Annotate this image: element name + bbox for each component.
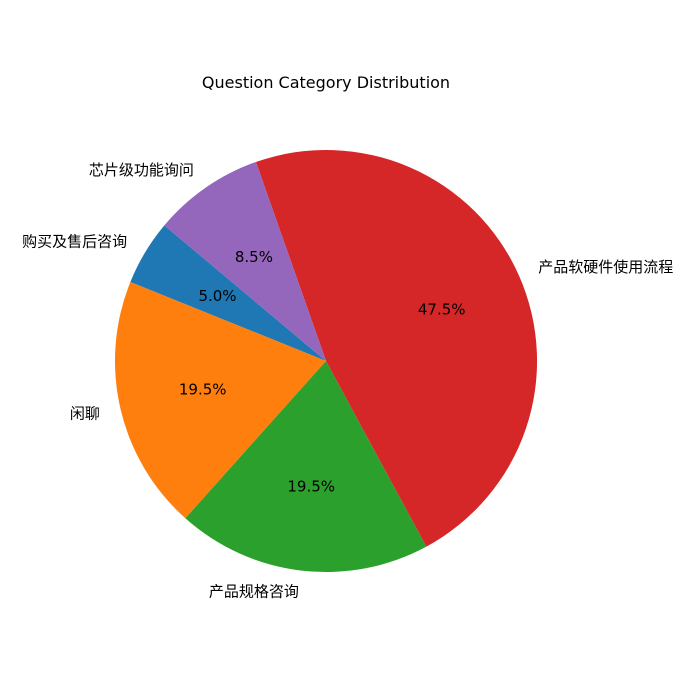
slice-percent-label: 19.5% bbox=[179, 381, 227, 399]
slice-category-label: 产品软硬件使用流程 bbox=[538, 258, 673, 276]
slice-category-label: 购买及售后咨询 bbox=[22, 233, 127, 251]
slice-percent-label: 19.5% bbox=[287, 478, 335, 496]
pie-slices bbox=[114, 149, 538, 573]
slice-percent-label: 5.0% bbox=[198, 287, 236, 305]
pie-slice bbox=[185, 361, 427, 573]
pie-slice bbox=[130, 225, 326, 361]
pie-slice bbox=[255, 149, 538, 547]
chart-title: Question Category Distribution bbox=[202, 73, 450, 92]
slice-percent-label: 47.5% bbox=[418, 301, 466, 319]
slice-category-label: 闲聊 bbox=[70, 405, 100, 423]
slice-percent-label: 8.5% bbox=[235, 248, 273, 266]
slice-category-label: 产品规格咨询 bbox=[209, 583, 299, 601]
pie-slice bbox=[114, 281, 327, 519]
pie-slice bbox=[164, 161, 326, 361]
pie-labels: 5.0% 购买及售后咨询 19.5% 闲聊 19.5% 产品规格咨询 47.5% 产品软硬件使… bbox=[22, 161, 673, 600]
slice-category-label: 芯片级功能询问 bbox=[89, 161, 194, 179]
